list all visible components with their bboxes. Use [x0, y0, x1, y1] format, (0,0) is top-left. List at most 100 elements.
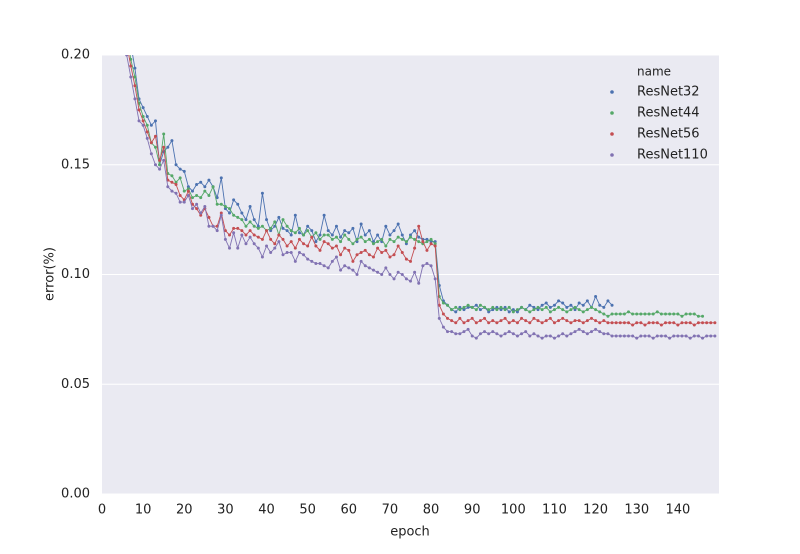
point: [598, 310, 602, 314]
point: [446, 330, 450, 334]
point: [425, 237, 429, 241]
point: [162, 145, 166, 149]
point: [293, 246, 297, 250]
point: [581, 310, 585, 314]
point: [388, 273, 392, 276]
point: [454, 305, 458, 309]
point: [351, 242, 355, 246]
x-tick-label: 10: [135, 503, 152, 518]
point: [450, 308, 454, 312]
point: [145, 114, 149, 118]
point: [388, 237, 392, 241]
point: [371, 242, 375, 246]
point: [701, 321, 705, 325]
point: [483, 330, 487, 334]
point: [215, 202, 219, 206]
point: [659, 334, 663, 338]
point: [232, 231, 236, 235]
point: [252, 233, 256, 237]
point: [466, 319, 470, 323]
point: [293, 213, 297, 217]
point: [314, 231, 318, 235]
point: [285, 251, 289, 255]
point: [709, 321, 713, 325]
point: [409, 259, 412, 263]
point: [581, 321, 585, 325]
point: [306, 224, 310, 228]
point: [318, 248, 322, 252]
point: [598, 330, 602, 334]
point: [145, 130, 149, 134]
point: [240, 233, 244, 237]
point: [314, 262, 318, 266]
point: [585, 308, 589, 312]
point: [133, 66, 137, 70]
point: [524, 319, 528, 323]
point: [265, 218, 269, 222]
point: [223, 229, 227, 233]
point: [219, 176, 223, 180]
point: [125, 21, 128, 24]
point: [269, 229, 273, 233]
point: [359, 235, 363, 239]
point: [363, 248, 367, 252]
point: [499, 308, 503, 312]
point: [631, 323, 635, 327]
point: [639, 334, 643, 338]
point: [314, 240, 318, 244]
point: [433, 244, 437, 248]
point: [491, 330, 495, 334]
point: [388, 255, 392, 259]
point: [252, 224, 256, 228]
point: [404, 277, 408, 281]
point: [511, 319, 515, 323]
point: [355, 253, 359, 257]
point: [569, 332, 573, 336]
point: [478, 332, 482, 336]
point: [166, 145, 170, 149]
point: [380, 237, 384, 241]
point: [207, 224, 211, 228]
point: [561, 316, 565, 320]
point: [417, 240, 421, 244]
point: [129, 75, 133, 79]
point: [392, 277, 396, 281]
point: [692, 312, 696, 316]
point: [536, 319, 540, 323]
point: [182, 169, 186, 173]
point: [701, 336, 705, 340]
point: [705, 334, 709, 338]
point: [425, 262, 429, 266]
point: [409, 233, 412, 237]
point: [520, 305, 524, 309]
point: [552, 321, 556, 325]
point: [462, 305, 466, 309]
point: [359, 251, 363, 255]
point: [190, 189, 194, 193]
point: [552, 336, 556, 340]
point: [466, 303, 470, 307]
point: [532, 316, 536, 320]
point: [610, 303, 614, 307]
point: [618, 312, 622, 316]
point: [511, 332, 515, 336]
point: [483, 316, 487, 320]
point: [507, 305, 511, 309]
point: [602, 332, 606, 336]
point: [281, 226, 285, 230]
point: [450, 330, 454, 334]
point: [343, 233, 347, 237]
x-tick-label: 60: [341, 503, 358, 518]
point: [281, 237, 285, 241]
point: [507, 310, 511, 314]
point: [170, 139, 174, 143]
point: [269, 237, 273, 241]
point: [223, 204, 227, 208]
point: [347, 237, 351, 241]
point: [289, 251, 293, 255]
point: [618, 321, 622, 325]
point: [326, 233, 330, 237]
point: [289, 233, 293, 237]
point: [565, 305, 569, 309]
